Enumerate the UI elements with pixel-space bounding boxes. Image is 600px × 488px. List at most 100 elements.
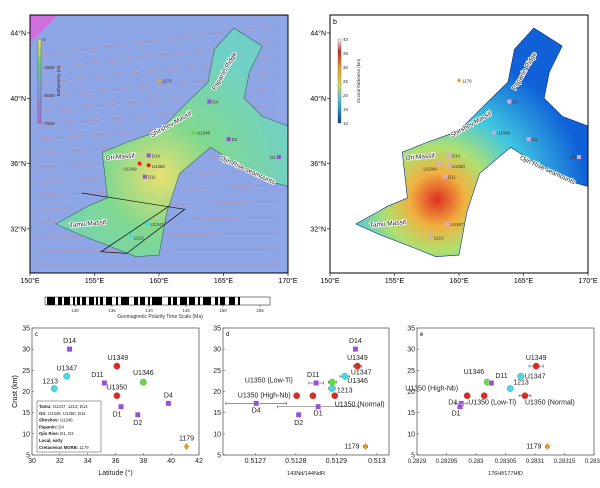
normal-polarity-chron	[220, 297, 225, 305]
data-label: U1350 (High-Nb)	[405, 386, 458, 393]
normal-polarity-chron	[89, 297, 94, 305]
site-label: D14	[152, 153, 161, 158]
data-point-diamond	[184, 442, 189, 451]
y-axis-label: Crust (km)	[12, 375, 19, 408]
site-label: 1213	[134, 235, 145, 240]
x-tick-label: 160°E	[149, 277, 168, 285]
normal-polarity-chron	[64, 297, 70, 305]
data-point-circle	[480, 392, 488, 400]
colorbar-tick-label: 10	[343, 121, 349, 126]
site-marker	[446, 163, 451, 168]
data-label: U1350 (Normal)	[335, 402, 385, 409]
normal-polarity-chron	[229, 297, 235, 305]
site-label: U1350	[152, 164, 166, 169]
normal-polarity-chron	[73, 297, 75, 305]
data-point-square	[315, 403, 322, 410]
site-label: 1179	[462, 78, 472, 83]
normal-polarity-chron	[82, 297, 86, 305]
normal-polarity-chron	[96, 297, 98, 305]
x-tick-label: 32	[56, 458, 64, 465]
colorbar	[37, 38, 42, 124]
normal-polarity-chron	[100, 297, 103, 305]
colorbar-tick-label: -2500	[43, 65, 55, 70]
site-marker	[191, 130, 196, 135]
y-tick-label: 25	[407, 368, 415, 375]
region-label: Ori Massif	[405, 152, 435, 162]
y-tick-label: 35	[407, 326, 415, 333]
data-label: U1346	[133, 370, 154, 377]
y-tick-label: 25	[22, 368, 30, 375]
data-point-circle	[331, 392, 339, 400]
y-tick-label: 15	[407, 410, 415, 417]
colorbar-title: Bathymetry (m)	[56, 65, 61, 96]
x-tick-label: 40	[167, 458, 175, 465]
x-tick-label: 155°E	[85, 277, 104, 285]
x-tick-label: 0.2831	[526, 459, 545, 465]
data-point-circle	[532, 362, 540, 370]
data-label: D11	[307, 372, 319, 379]
data-point-circle	[139, 378, 147, 386]
legend-entry: Local, early	[39, 438, 63, 443]
site-label: D2	[532, 137, 538, 142]
x-tick-label: 30	[28, 458, 36, 465]
x-axis-label: 143Nd/144NdR	[287, 471, 325, 477]
x-tick-label: 150°E	[20, 277, 39, 285]
x-tick-label: 0.5127	[245, 458, 267, 465]
region-label: Tamu Massif	[69, 219, 106, 229]
colorbar-tick-label: 25	[343, 79, 349, 84]
time-tick-label: 135	[108, 308, 116, 313]
x-tick-label: 0.5128	[285, 458, 307, 465]
y-tick-label: 35	[213, 326, 221, 333]
geomagnetic-time-scale: Geomagnetic Polarity Time Scale (Ma) 130…	[44, 296, 271, 320]
y-tick-label: 32°N	[10, 225, 26, 233]
legend-entry: Ori: U1349, U1350, D11	[39, 411, 86, 416]
site-label: U1350	[452, 164, 466, 169]
data-label: 1179	[344, 444, 359, 451]
colorbar-tick-label: 15	[343, 107, 349, 112]
panel-label: c	[35, 332, 38, 338]
data-point-circle	[293, 392, 301, 400]
x-tick-label: 170°E	[278, 277, 297, 285]
data-label: D2	[294, 420, 303, 427]
time-tick-label: 130	[71, 308, 79, 313]
normal-polarity-chron	[189, 297, 195, 305]
region-label: Tamu Massif	[369, 219, 406, 229]
colorbar-tick-label: -5000	[43, 93, 55, 98]
scatter-panels: c 5 10 15 20 25 30 35 30 32 34 36 38 40 42 Latitude (°)…	[12, 326, 600, 478]
site-marker	[437, 161, 442, 166]
scatter-panel-e: e 5 10 15 20 25 30 35 0.2829 0.28295 0.283 0.28305 0…	[405, 326, 600, 478]
data-point-square	[101, 380, 108, 386]
y-tick-label: 40°N	[310, 95, 326, 103]
data-label: U1349	[526, 355, 547, 362]
x-axis-label: 176Hf/177HfD	[488, 471, 523, 477]
data-label: U1347	[56, 365, 77, 372]
normal-polarity-chron	[215, 297, 218, 305]
y-tick-label: 44°N	[10, 29, 26, 37]
normal-polarity-chron	[180, 297, 187, 305]
data-point-square	[253, 400, 260, 407]
data-label: U1350 (Low-Ti)	[245, 378, 293, 385]
data-label: U1350	[107, 385, 128, 392]
normal-polarity-chron	[238, 297, 240, 305]
colorbar-tick-label: 0	[43, 37, 46, 42]
data-label: 1213	[42, 379, 58, 386]
magnetic-lineation	[39, 24, 279, 56]
data-point-square	[165, 400, 172, 407]
scatter-panel-c: c 5 10 15 20 25 30 35 30 32 34 36 38 40 42 Latitude (°)…	[12, 326, 203, 478]
normal-polarity-chron	[148, 297, 150, 305]
site-marker	[207, 99, 212, 104]
data-label: D1	[452, 411, 461, 418]
data-point-diamond	[363, 442, 368, 451]
data-point-square	[457, 403, 463, 410]
y-tick-label: 30	[407, 347, 415, 354]
panel-label: d	[226, 332, 229, 338]
data-point-circle	[328, 378, 336, 386]
time-tick-label: 155	[256, 308, 264, 313]
site-label: D11	[148, 175, 156, 180]
time-tick-label: 145	[182, 308, 190, 313]
x-tick-label: 0.28305	[495, 459, 517, 465]
x-tick-label: 36	[112, 458, 120, 465]
x-tick-label: 38	[139, 458, 147, 465]
seismic-profile-lines	[81, 192, 186, 254]
map-b-crustal-thickness: b 150°E 155°E 160°E 165°E 170°E 44°N 40°N 36°N 32…	[310, 14, 598, 285]
